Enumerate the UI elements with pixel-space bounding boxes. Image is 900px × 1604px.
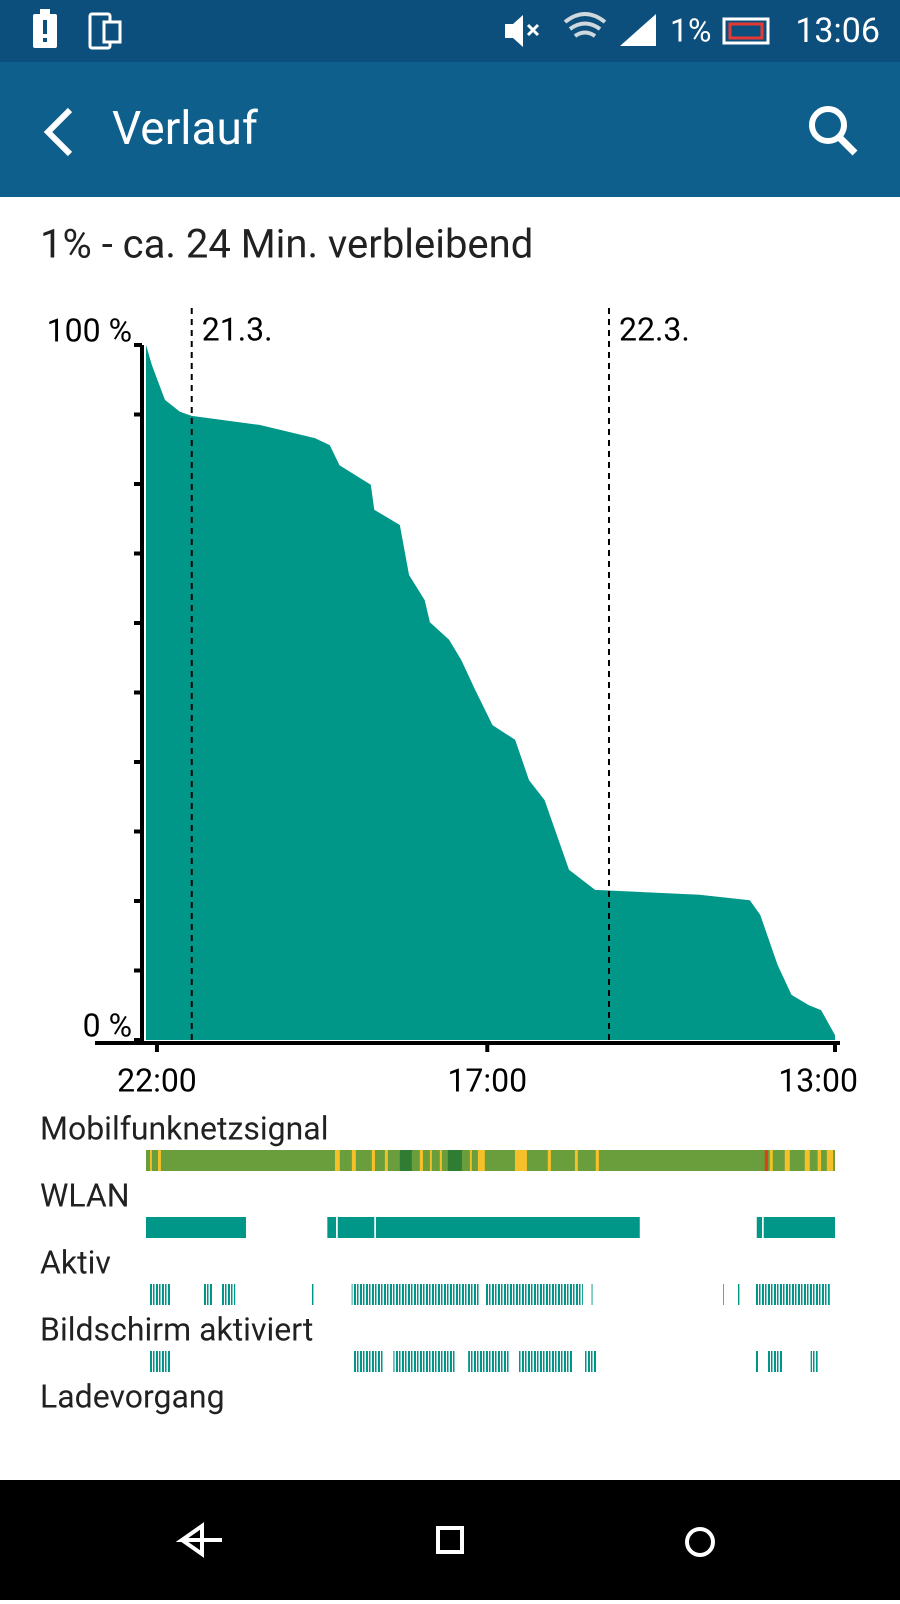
search-handle (836, 134, 858, 156)
y-tick-label: 0 % (83, 1006, 132, 1044)
track-span (784, 1150, 790, 1171)
track-span (764, 1150, 768, 1171)
summary: 1% - ca. 24 Min. verbleibend (40, 221, 533, 268)
track-span (514, 1150, 527, 1171)
track-label: Aktiv (40, 1243, 111, 1281)
x-tick-label: 17:00 (447, 1061, 527, 1099)
track-span (399, 1150, 412, 1171)
track-span (351, 1150, 356, 1171)
track-span (767, 1351, 783, 1372)
track-span (371, 1150, 375, 1171)
track-span (756, 1217, 762, 1238)
track-span (737, 1284, 740, 1305)
x-tick-label: 13:00 (778, 1061, 858, 1099)
track-span (393, 1351, 456, 1372)
status-bar (0, 0, 900, 62)
date-marker-label: 21.3. (202, 310, 273, 348)
track-span (810, 1351, 818, 1372)
alert-dot (43, 38, 47, 42)
track-span (447, 1150, 462, 1171)
alert-mark (43, 20, 47, 34)
track-span (826, 1150, 834, 1171)
track-span (149, 1150, 152, 1171)
track-span (763, 1217, 835, 1238)
chart: 21.3. 22.3. 0 % 100 % 22:00 17:00 13:00 Mobilfu… (40, 308, 858, 1415)
track-span (334, 1150, 340, 1171)
track-span (157, 1150, 161, 1171)
track-label: Ladevorgang (40, 1377, 225, 1415)
track-span (146, 1217, 246, 1238)
track-span (327, 1217, 337, 1238)
track-span (149, 1351, 171, 1372)
battery-percent: 1% (670, 11, 711, 49)
y-tick-label: 100 % (47, 311, 132, 349)
search-button[interactable] (809, 106, 847, 144)
track-span (595, 1150, 599, 1171)
app-bar (0, 62, 900, 197)
track-span (584, 1351, 597, 1372)
track-span (518, 1351, 573, 1372)
clock: 13:06 (795, 11, 880, 51)
mute-x (526, 23, 540, 37)
track-label: Mobilfunknetzsignal (40, 1109, 328, 1147)
track-span (804, 1150, 810, 1171)
track-span (419, 1150, 423, 1171)
device-icon-2 (102, 20, 122, 44)
wifi-icon (563, 12, 607, 38)
track-span (591, 1284, 594, 1305)
track-span (721, 1284, 724, 1305)
track-span (221, 1284, 236, 1305)
x-tick-label: 22:00 (117, 1061, 197, 1099)
track-span (376, 1217, 640, 1238)
track-span (203, 1284, 213, 1305)
nav-back[interactable] (175, 1522, 222, 1558)
track-span (351, 1284, 479, 1305)
back-button[interactable] (43, 107, 73, 157)
track-label: WLAN (40, 1176, 130, 1214)
track-span (469, 1150, 472, 1171)
track-span (429, 1150, 432, 1171)
battery-area (146, 345, 835, 1040)
track-span (146, 1150, 835, 1171)
track-span (817, 1150, 822, 1171)
track-span (337, 1217, 375, 1238)
track-span (439, 1150, 442, 1171)
track-span (769, 1150, 773, 1171)
track-span (547, 1150, 551, 1171)
nav-bar (0, 1480, 900, 1600)
signal-icon (620, 14, 656, 46)
date-marker-label: 22.3. (619, 310, 690, 348)
track-label: Bildschirm aktiviert (40, 1310, 313, 1348)
app-bar-title: Verlauf (112, 102, 259, 156)
nav-recents[interactable] (685, 1527, 715, 1557)
track-span (755, 1351, 759, 1372)
track-span (485, 1284, 583, 1305)
battery-icon (722, 17, 770, 45)
battery-empty (728, 22, 764, 40)
track-span (468, 1351, 510, 1372)
track-span (149, 1284, 171, 1305)
track-span (755, 1284, 830, 1305)
mute-icon (505, 15, 523, 47)
track-span (311, 1284, 314, 1305)
track-span (384, 1150, 388, 1171)
track-span (574, 1150, 578, 1171)
nav-home[interactable] (436, 1526, 464, 1554)
track-span (477, 1150, 485, 1171)
battery-alert-cap (40, 9, 50, 15)
track-span (353, 1351, 383, 1372)
